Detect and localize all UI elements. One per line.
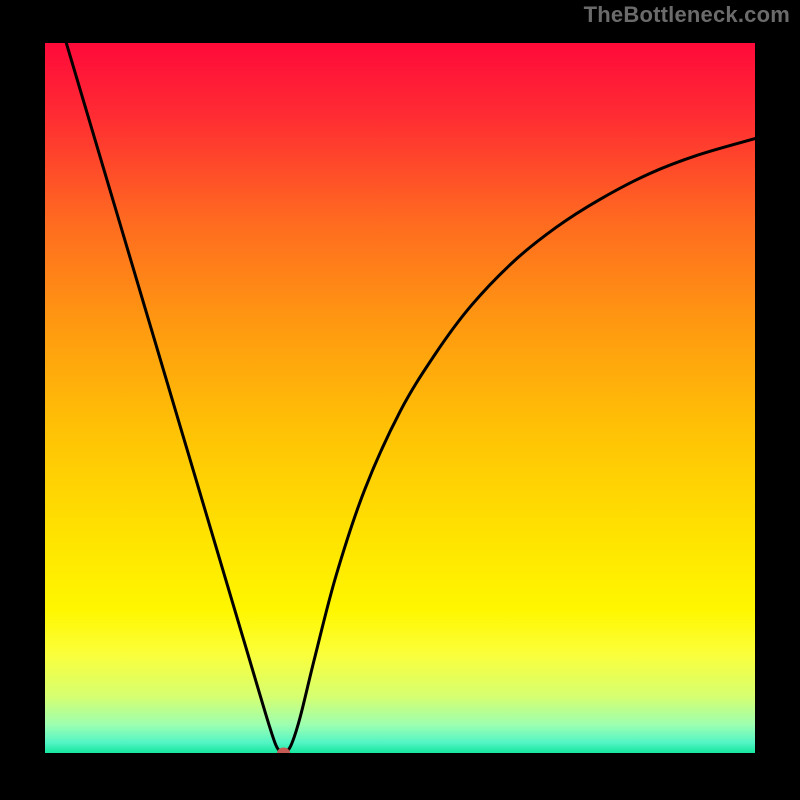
watermark-text: TheBottleneck.com (584, 2, 790, 28)
bottleneck-chart (0, 0, 800, 800)
figure-container: TheBottleneck.com (0, 0, 800, 800)
plot-background-gradient (45, 43, 755, 753)
